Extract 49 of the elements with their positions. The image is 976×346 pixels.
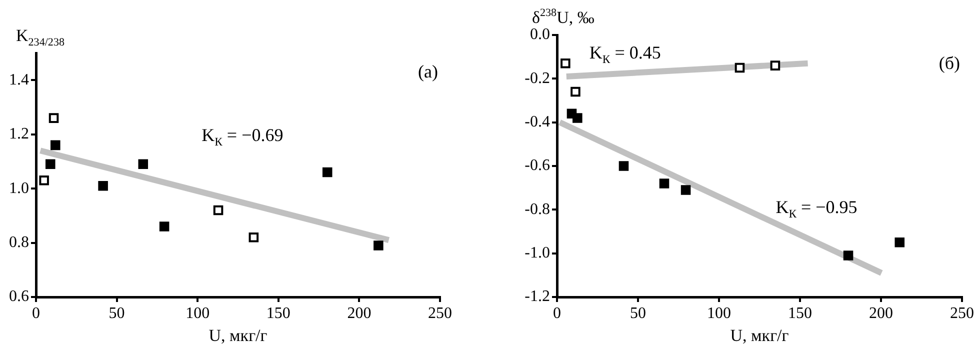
point — [680, 185, 691, 195]
point — [45, 159, 56, 170]
y-tick-label: 1.2 — [9, 126, 29, 143]
y-tick-label: -0.6 — [524, 157, 550, 174]
y-tick-label: 0.6 — [9, 288, 29, 306]
point — [734, 62, 745, 73]
x-tick-label: 50 — [108, 304, 125, 322]
point — [159, 222, 170, 232]
point — [894, 238, 905, 248]
y-tick-label: 1.4 — [9, 71, 29, 88]
point — [374, 240, 384, 250]
x-axis-title: U, мкг/г — [730, 326, 789, 345]
x-tick-label: 100 — [186, 304, 210, 322]
y-tick-label: -0.2 — [524, 70, 550, 87]
x-tick-label: 250 — [950, 304, 974, 322]
y-tick-label: 0.0 — [530, 26, 550, 44]
point — [560, 58, 570, 68]
y-tick-label: -0.4 — [524, 114, 550, 131]
annotation: (а) — [418, 61, 438, 82]
point — [48, 113, 59, 123]
y-tick-label: 1.0 — [9, 180, 29, 197]
annotation: (б) — [938, 53, 960, 74]
x-tick-label: 0 — [32, 304, 40, 322]
x-tick-label: 150 — [788, 304, 812, 322]
x-tick-label: 250 — [428, 304, 452, 322]
point — [50, 140, 60, 150]
x-tick-label: 0 — [553, 304, 561, 322]
point — [659, 178, 670, 188]
x-tick-label: 50 — [630, 304, 646, 322]
y-tick-label: -1.0 — [524, 244, 550, 262]
point — [770, 60, 780, 70]
x-axis-title: U, мкг/г — [208, 326, 268, 345]
point — [98, 180, 108, 191]
point — [322, 167, 332, 178]
x-tick-label: 200 — [347, 304, 372, 322]
point — [843, 250, 854, 260]
point — [618, 161, 629, 171]
point — [572, 113, 582, 123]
x-tick-label: 200 — [869, 304, 893, 322]
point — [138, 159, 148, 170]
point — [39, 176, 49, 186]
y-tick-label: -1.2 — [524, 288, 550, 306]
x-tick-label: 100 — [707, 304, 731, 322]
y-tick-label: 0.8 — [9, 234, 29, 251]
x-tick-label: 150 — [266, 304, 290, 322]
point — [570, 86, 580, 97]
y-tick-label: -0.8 — [524, 200, 550, 218]
point — [213, 205, 224, 216]
point — [248, 232, 259, 242]
